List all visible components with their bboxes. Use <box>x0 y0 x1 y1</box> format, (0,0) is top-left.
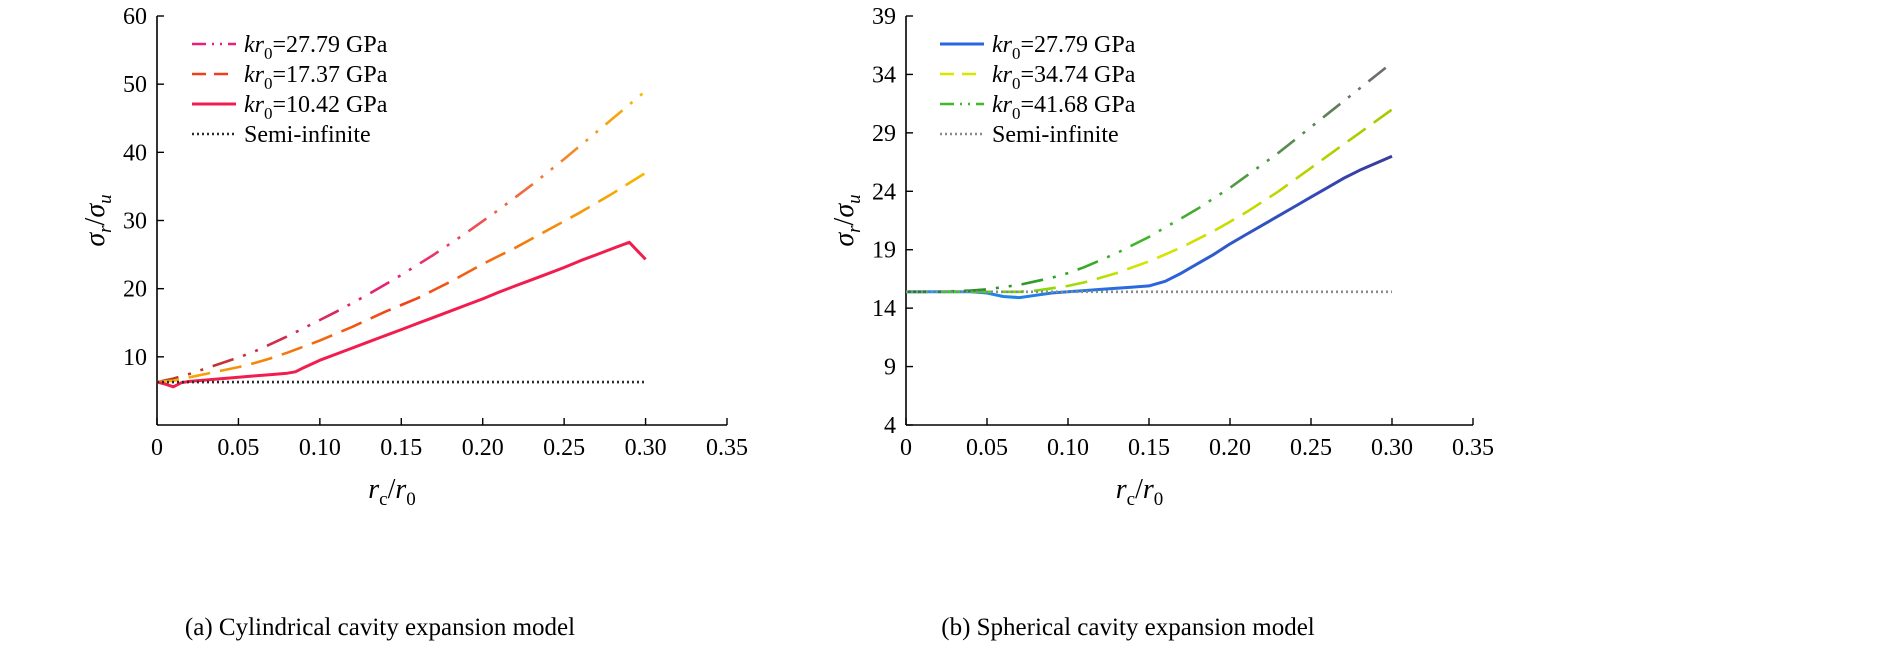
x-tick-label: 0.10 <box>1047 435 1089 461</box>
legend-suffix: Semi-infinite <box>244 122 371 148</box>
y-label-main: σ <box>80 232 111 247</box>
x-tick-label: 0.30 <box>1371 435 1413 461</box>
legend-prefix: kr <box>244 62 265 88</box>
series-line-2 <box>906 61 1393 294</box>
x-label-sub: c <box>1127 489 1135 510</box>
legend-suffix: =34.74 GPa <box>1021 62 1136 88</box>
y-tick-label: 20 <box>123 277 147 303</box>
y-label-main: σ <box>829 232 860 247</box>
legend-prefix: kr <box>244 92 265 118</box>
legend-suffix: =10.42 GPa <box>273 92 388 118</box>
x-tick-label: 0 <box>151 435 163 461</box>
legend-prefix: kr <box>244 32 265 58</box>
y-tick-label: 34 <box>872 62 896 88</box>
legend-subscript: 0 <box>1012 74 1021 93</box>
y-axis-label: σr/σu <box>80 194 116 246</box>
x-label-main2: r <box>1143 474 1154 505</box>
x-tick-label: 0.05 <box>966 435 1008 461</box>
y-tick-label: 39 <box>872 4 896 30</box>
x-tick-label: 0.20 <box>462 435 504 461</box>
x-tick-label: 0.35 <box>706 435 748 461</box>
panel-caption: (a) Cylindrical cavity expansion model <box>185 614 575 641</box>
legend-entry-1: kr0=34.74 GPa <box>992 62 1136 93</box>
legend-subscript: 0 <box>264 104 273 123</box>
y-tick-label: 60 <box>123 4 147 30</box>
legend-prefix: kr <box>992 32 1013 58</box>
legend-entry-2: kr0=41.68 GPa <box>992 92 1136 123</box>
legend-suffix: =41.68 GPa <box>1021 92 1136 118</box>
series-line-1 <box>906 108 1393 294</box>
legend-entry-3: Semi-infinite <box>992 122 1119 148</box>
y-tick-label: 14 <box>872 296 896 322</box>
y-label-main2: σ <box>80 203 111 218</box>
legend-entry-0: kr0=27.79 GPa <box>244 32 388 63</box>
y-axis-label: σr/σu <box>829 194 865 246</box>
x-label-sub: c <box>379 489 387 510</box>
chart-panel-a: 0 0.05 0.10 0.15 0.20 0.25 0.30 0.35 10 20 30 40 50 6… <box>80 4 748 641</box>
x-axis-label: rc/r0 <box>1116 474 1164 510</box>
series-line-1 <box>156 171 647 384</box>
x-tick-label: 0.25 <box>543 435 585 461</box>
legend-prefix: kr <box>992 92 1013 118</box>
legend-subscript: 0 <box>1012 44 1021 63</box>
x-tick-label: 0.15 <box>380 435 422 461</box>
x-tick-label: 0 <box>900 435 912 461</box>
panel-caption: (b) Spherical cavity expansion model <box>941 614 1315 641</box>
x-label-sep: / <box>388 474 396 505</box>
y-label-sep: / <box>80 217 111 225</box>
x-tick-label: 0.05 <box>217 435 259 461</box>
x-label-sep: / <box>1135 474 1143 505</box>
legend-entry-2: kr0=10.42 GPa <box>244 92 388 123</box>
legend-suffix: =17.37 GPa <box>273 62 388 88</box>
y-tick-label: 40 <box>123 140 147 166</box>
y-tick-label: 50 <box>123 72 147 98</box>
series-line-2 <box>156 240 647 389</box>
legend-subscript: 0 <box>264 44 273 63</box>
y-label-main2: σ <box>829 203 860 218</box>
y-tick-label: 19 <box>872 238 896 264</box>
y-tick-label: 30 <box>123 209 147 235</box>
y-tick-label: 9 <box>884 355 896 381</box>
legend-suffix: =27.79 GPa <box>273 32 388 58</box>
legend-subscript: 0 <box>264 74 273 93</box>
y-tick-label: 29 <box>872 121 896 147</box>
x-tick-label: 0.35 <box>1452 435 1494 461</box>
x-label-main: r <box>368 474 379 505</box>
legend-suffix: Semi-infinite <box>992 122 1119 148</box>
series-line-0 <box>156 90 647 384</box>
x-tick-label: 0.10 <box>299 435 341 461</box>
x-tick-label: 0.25 <box>1290 435 1332 461</box>
chart-panel-b: 0 0.05 0.10 0.15 0.20 0.25 0.30 0.35 4 9 14 19 24 29 3… <box>829 4 1494 641</box>
x-tick-label: 0.30 <box>625 435 667 461</box>
legend-prefix: kr <box>992 62 1013 88</box>
x-label-main: r <box>1116 474 1127 505</box>
x-tick-label: 0.20 <box>1209 435 1251 461</box>
x-label-main2: r <box>395 474 406 505</box>
x-tick-label: 0.15 <box>1128 435 1170 461</box>
x-axis-label: rc/r0 <box>368 474 416 510</box>
legend-subscript: 0 <box>1012 104 1021 123</box>
series-line-0 <box>906 154 1393 300</box>
y-label-sub2: u <box>844 194 865 204</box>
y-tick-label: 4 <box>884 413 896 439</box>
x-label-sub2: 0 <box>1154 489 1164 510</box>
y-label-sep: / <box>829 217 860 225</box>
y-label-sub: r <box>95 225 116 233</box>
legend-entry-3: Semi-infinite <box>244 122 371 148</box>
y-tick-label: 24 <box>872 179 896 205</box>
y-label-sub: r <box>844 225 865 233</box>
y-tick-label: 10 <box>123 345 147 371</box>
legend-suffix: =27.79 GPa <box>1021 32 1136 58</box>
x-label-sub2: 0 <box>406 489 416 510</box>
legend-entry-0: kr0=27.79 GPa <box>992 32 1136 63</box>
y-label-sub2: u <box>95 194 116 204</box>
legend-entry-1: kr0=17.37 GPa <box>244 62 388 93</box>
